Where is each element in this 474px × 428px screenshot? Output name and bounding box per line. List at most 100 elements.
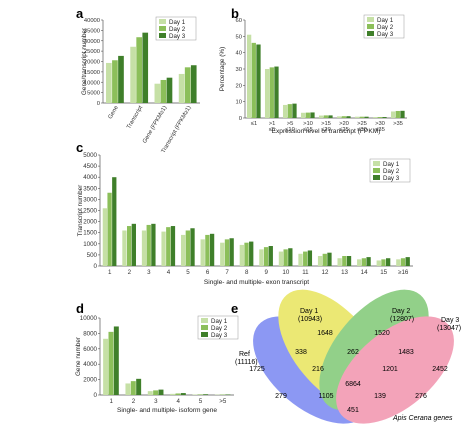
- venn-region-ref-day2: 451: [347, 407, 359, 414]
- x-tick-label: 4: [167, 269, 171, 276]
- bar: [131, 223, 136, 266]
- bar: [122, 230, 127, 266]
- bar: [278, 251, 284, 266]
- bar: [381, 259, 386, 266]
- x-tick-label: 8: [245, 269, 249, 276]
- bar: [269, 67, 274, 118]
- x-tick-label: >20: [339, 121, 349, 127]
- bar: [346, 116, 351, 118]
- bar: [209, 233, 215, 266]
- venn-region-day2-day3: 1483: [398, 349, 414, 356]
- x-tick-label: >30: [375, 121, 385, 127]
- panel-label-c: c: [76, 140, 83, 155]
- bar: [190, 65, 197, 103]
- bar: [337, 258, 342, 266]
- y-tick-label: 0: [97, 101, 100, 107]
- legend-swatch: [367, 24, 374, 29]
- bar: [390, 111, 396, 118]
- y-tick-label: 60: [236, 18, 242, 24]
- x-tick-label: >25: [357, 121, 367, 127]
- bar: [239, 244, 244, 266]
- bar: [170, 393, 176, 395]
- x-tick-label: ≤5: [269, 127, 275, 133]
- legend-label: Day 2: [383, 168, 400, 175]
- y-tick-label: 30000: [84, 39, 100, 45]
- x-tick-label: 6: [206, 269, 210, 276]
- bar: [268, 246, 273, 266]
- x-axis-title: Single- and multiple- isoform gene: [117, 407, 217, 414]
- bar: [341, 116, 346, 118]
- bar: [106, 62, 112, 103]
- x-tick-label: 9: [265, 269, 269, 276]
- venn-region-ref-only: 1725: [249, 366, 265, 373]
- x-tick-label: Gene: [108, 105, 120, 120]
- legend-label: Day 1: [377, 17, 394, 24]
- venn-count-day1: (10943): [298, 316, 322, 323]
- x-tick-label: 2: [132, 398, 136, 405]
- chart-panel-a: 0 5000 10000 15000 20000 25000 30000 35000 40000…: [81, 16, 200, 154]
- venn-region-ref-day1: 338: [295, 349, 307, 356]
- x-tick-label: 13: [341, 269, 348, 276]
- bar: [130, 381, 136, 395]
- panel-label-b: b: [231, 6, 239, 21]
- y-tick-label: 25000: [84, 49, 100, 55]
- legend-label: Day 3: [169, 33, 186, 40]
- legend-swatch: [159, 33, 166, 38]
- y-tick-label: 6000: [83, 346, 97, 353]
- bar: [136, 37, 143, 103]
- legend-label: Day 1: [383, 161, 400, 168]
- bar: [372, 117, 378, 118]
- bar: [288, 248, 293, 266]
- x-tick-label: ≤1: [251, 121, 257, 127]
- bar: [298, 253, 303, 266]
- bar: [229, 238, 234, 266]
- y-tick-label: 40000: [84, 18, 100, 24]
- bar: [125, 383, 131, 395]
- y-axis-title: Percentage (%): [219, 47, 226, 91]
- bar: [153, 390, 159, 395]
- bar: [142, 32, 149, 103]
- bar: [386, 258, 391, 266]
- x-tick-label: ≤35: [375, 127, 385, 133]
- venn-region-day3-only: 2452: [432, 366, 448, 373]
- venn-region-day1-day2-day3: 1201: [382, 366, 398, 373]
- legend-swatch: [373, 168, 380, 173]
- bar: [180, 393, 186, 395]
- bar: [366, 257, 371, 266]
- bar: [395, 110, 400, 118]
- bar: [300, 112, 306, 118]
- x-tick-label: 14: [361, 269, 368, 276]
- bar: [161, 231, 166, 266]
- bar: [282, 104, 288, 118]
- bar: [256, 44, 261, 118]
- y-tick-label: 0: [239, 116, 242, 122]
- x-tick-label: >5: [287, 121, 294, 127]
- bar: [327, 252, 332, 266]
- bar: [112, 60, 118, 103]
- y-tick-label: 2000: [83, 219, 97, 226]
- y-tick-label: 8000: [83, 330, 97, 337]
- bar: [190, 228, 195, 266]
- bar: [323, 115, 328, 118]
- venn-region-day2-only: 1520: [374, 330, 390, 337]
- x-tick-label: >1: [269, 121, 276, 127]
- bar: [364, 116, 369, 118]
- panel-label-a: a: [76, 6, 84, 21]
- y-tick-label: 20: [236, 83, 242, 89]
- y-tick-label: 4000: [83, 174, 97, 181]
- x-tick-label: >5: [219, 398, 227, 405]
- y-axis-title: Transcript number: [77, 184, 84, 236]
- bar: [102, 208, 108, 266]
- venn-region-ref-day1-day3: 1105: [318, 393, 333, 400]
- y-tick-label: 15000: [84, 70, 100, 76]
- bar: [318, 115, 324, 118]
- bar: [200, 239, 205, 266]
- y-tick-label: 4500: [83, 163, 97, 170]
- y-tick-label: 10: [236, 100, 242, 106]
- bar: [307, 250, 313, 266]
- venn-diagram: Ref (11116) Day 1 (10943) Day 2 (12807) …: [235, 289, 461, 424]
- bar: [178, 73, 185, 103]
